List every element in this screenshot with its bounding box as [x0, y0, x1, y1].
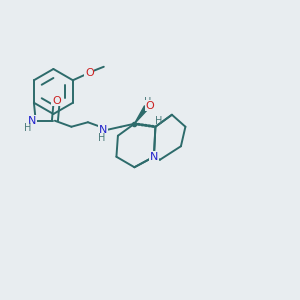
Text: N: N	[150, 152, 158, 162]
Text: N: N	[99, 125, 107, 135]
Text: O: O	[146, 101, 154, 111]
Text: H: H	[24, 123, 32, 133]
Text: H: H	[144, 97, 151, 107]
Text: O: O	[85, 68, 94, 78]
Text: H: H	[98, 133, 105, 143]
Text: N: N	[28, 116, 37, 126]
Text: H: H	[155, 116, 163, 126]
Text: O: O	[52, 96, 61, 106]
Polygon shape	[134, 106, 148, 124]
